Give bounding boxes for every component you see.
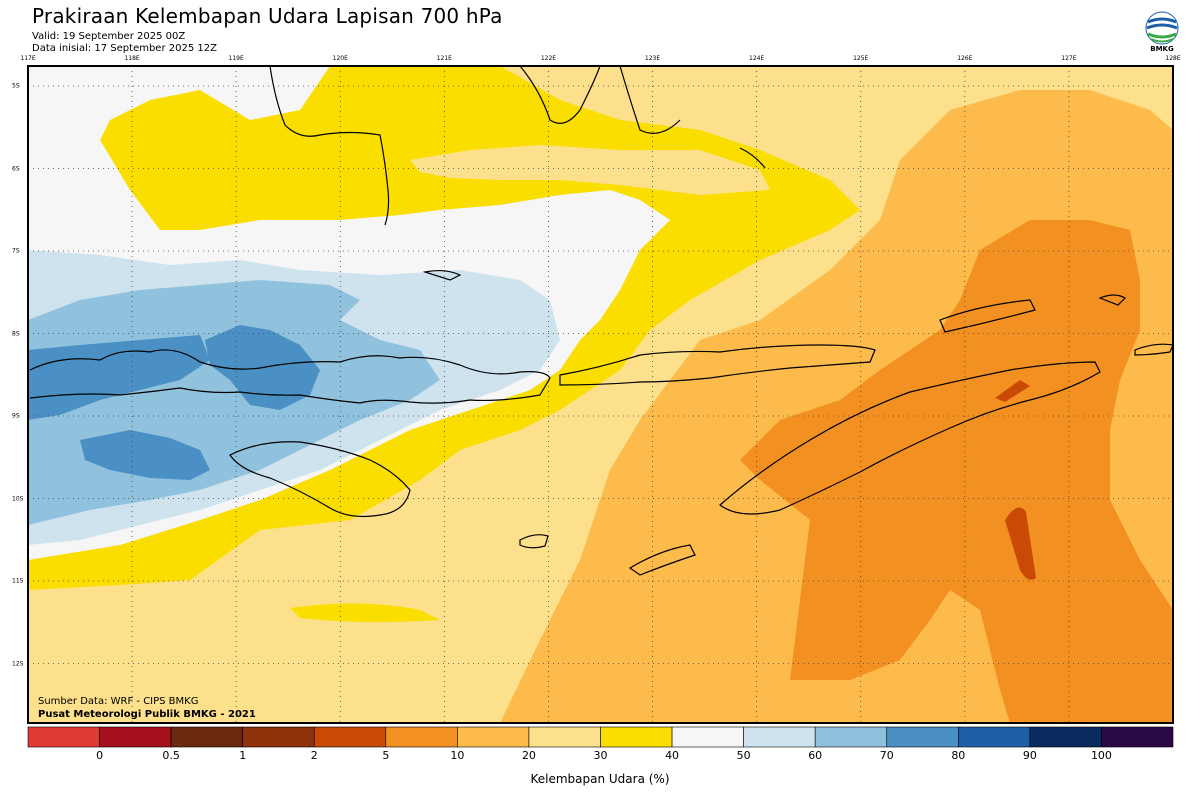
timor-coast [719, 361, 1101, 515]
rote-coast [628, 544, 696, 576]
sulawesi-southeast [519, 66, 601, 124]
colorbar-swatch [958, 726, 1031, 748]
colorbar-tick-label: 5 [382, 749, 390, 762]
plot-frame [27, 65, 1174, 724]
colorbar-tick-label: 10 [450, 749, 465, 762]
sumbawa-coast [29, 349, 551, 404]
band-30-40-small [290, 603, 440, 623]
longitude-label: 127E [1061, 55, 1077, 62]
colorbar-swatch [528, 726, 601, 748]
longitude-label: 124E [749, 55, 765, 62]
colorbar-tick-label: 0.5 [162, 749, 180, 762]
longitude-label: 128E [1165, 55, 1181, 62]
colorbar-tick-label: 1 [239, 749, 247, 762]
longitude-label: 123E [644, 55, 661, 62]
band-70-80-west [28, 335, 210, 420]
latitude-label: 6S [12, 165, 20, 172]
latitude-label: 12S [12, 660, 24, 667]
colorbar-tick-label: 2 [310, 749, 318, 762]
latitude-label: 9S [12, 412, 20, 420]
colorbar-swatch [671, 726, 744, 748]
longitude-label: 118E [124, 55, 140, 62]
sumba-coast [229, 441, 411, 518]
coastlines [29, 66, 1173, 576]
small-island-1 [1098, 294, 1126, 306]
colorbar [27, 726, 1174, 748]
colorbar-tick-label: 90 [1022, 749, 1037, 762]
colorbar-swatch [313, 726, 387, 748]
colorbar-swatch [242, 726, 315, 748]
bmkg-logo-text: BMKG [1150, 45, 1174, 53]
credit-center: Pusat Meteorologi Publik BMKG - 2021 [38, 709, 256, 720]
colorbar-swatch [886, 726, 959, 748]
flores-coast [559, 344, 876, 386]
colorbar-tick-label: 30 [593, 749, 608, 762]
sulawesi-coast [269, 66, 390, 226]
bmkg-logo-icon [1145, 11, 1179, 45]
sawu-coast [519, 534, 549, 549]
small-island-2 [1134, 343, 1173, 356]
latitude-label: 7S [12, 247, 20, 255]
longitude-label: 121E [436, 55, 452, 62]
colorbar-tick-label: 60 [808, 749, 823, 762]
small-island-4 [422, 269, 462, 281]
credit-source: Sumber Data: WRF - CIPS BMKG [38, 696, 199, 707]
band-2-5-timor [995, 380, 1030, 402]
band-70-80-south [80, 430, 210, 480]
band-20-30-north [410, 145, 770, 195]
latitude-label: 5S [12, 82, 20, 90]
colorbar-swatch [600, 726, 673, 748]
colorbar-swatch [99, 726, 172, 748]
band-20-30-ne [760, 66, 1000, 110]
page-title: Prakiraan Kelembapan Udara Lapisan 700 h… [32, 4, 503, 28]
wetar-coast [939, 299, 1036, 333]
colorbar-tick-label: 100 [1090, 749, 1112, 762]
longitude-label: 120E [332, 55, 348, 62]
gridlines [28, 66, 1173, 723]
colorbar-tick-label: 0 [96, 749, 104, 762]
colorbar-tick-label: 80 [951, 749, 966, 762]
colorbar-swatch [1101, 726, 1174, 748]
band-5-10 [740, 220, 1173, 723]
colorbar-swatch [743, 726, 816, 748]
longitude-label: 119E [228, 55, 244, 62]
latitude-label: 11S [12, 577, 24, 585]
valid-time: Valid: 19 September 2025 00Z [32, 31, 186, 42]
colorbar-swatch [170, 726, 243, 748]
latitude-label: 10S [12, 495, 24, 502]
longitude-label: 117E [20, 55, 36, 62]
humidity-field [28, 66, 1173, 723]
initial-time: Data inisial: 17 September 2025 12Z [32, 43, 217, 54]
colorbar-swatch [814, 726, 888, 748]
small-island-3 [739, 147, 766, 169]
longitude-label: 125E [853, 55, 869, 62]
longitude-label: 122E [540, 55, 557, 62]
buton-coast [619, 66, 681, 134]
band-2-5-south [1005, 507, 1036, 580]
longitude-label: 126E [957, 55, 973, 62]
colorbar-swatch [27, 726, 100, 748]
colorbar-tick-label: 50 [736, 749, 751, 762]
colorbar-tick-label: 20 [521, 749, 536, 762]
colorbar-tick-label: 70 [879, 749, 894, 762]
latitude-label: 8S [12, 330, 20, 337]
colorbar-swatch [457, 726, 530, 748]
colorbar-title: Kelembapan Udara (%) [530, 772, 670, 786]
colorbar-tick-label: 40 [665, 749, 680, 762]
colorbar-swatch [1029, 726, 1102, 748]
colorbar-swatch [385, 726, 458, 748]
